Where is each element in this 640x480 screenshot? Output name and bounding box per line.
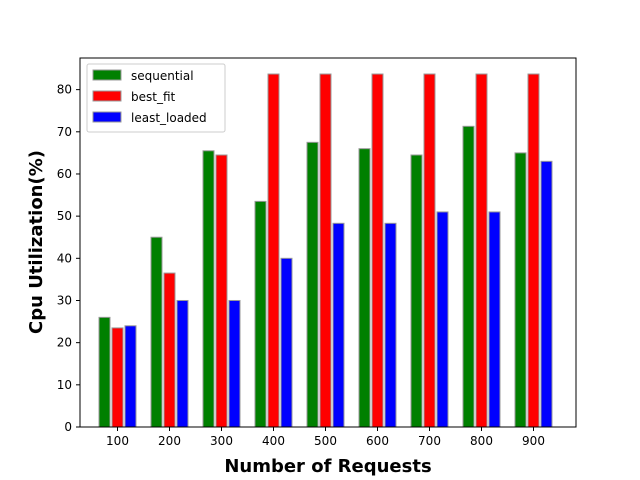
bar-least_loaded-600 [384, 222, 397, 428]
bar-best_fit-800 [475, 73, 488, 428]
bar-best_fit-600 [371, 73, 384, 428]
legend-swatch-least_loaded [92, 111, 122, 123]
bar-best_fit-300 [215, 154, 228, 428]
bar-least_loaded-300 [228, 299, 241, 428]
y-tick-label-30: 30 [57, 293, 72, 307]
bar-least_loaded-500 [332, 222, 345, 428]
x-tick-label-200: 200 [158, 434, 181, 448]
x-tick-label-300: 300 [210, 434, 233, 448]
bar-sequential-300 [202, 150, 215, 428]
bar-sequential-600 [358, 148, 371, 428]
bar-least_loaded-100 [124, 325, 137, 428]
y-tick-label-10: 10 [57, 378, 72, 392]
legend-label-best_fit: best_fit [131, 90, 176, 104]
bar-least_loaded-900 [540, 160, 553, 428]
bar-sequential-500 [306, 141, 319, 428]
legend: sequential best_fit least_loaded [86, 63, 226, 133]
bar-sequential-400 [254, 200, 267, 428]
x-tick-label-900: 900 [522, 434, 545, 448]
x-tick-label-600: 600 [366, 434, 389, 448]
x-tick-label-100: 100 [106, 434, 129, 448]
bar-sequential-100 [98, 316, 111, 428]
x-tick-label-800: 800 [470, 434, 493, 448]
bar-least_loaded-400 [280, 257, 293, 428]
plot-frame [79, 57, 577, 428]
x-axis-title: Number of Requests [224, 456, 431, 477]
bars-group [98, 73, 553, 428]
legend-swatch-best_fit [92, 90, 122, 102]
y-axis-title: Cpu Utilization(%) [26, 150, 47, 334]
x-axis-ticks: 100 200 300 400 500 600 700 800 900 [106, 427, 545, 448]
bar-best_fit-400 [267, 73, 280, 428]
bar-best_fit-900 [527, 73, 540, 428]
bar-sequential-700 [410, 154, 423, 428]
bar-best_fit-500 [319, 73, 332, 428]
y-tick-label-80: 80 [57, 83, 72, 97]
bar-sequential-800 [462, 125, 475, 428]
legend-swatch-sequential [92, 69, 122, 81]
bar-sequential-900 [514, 152, 527, 428]
y-tick-label-40: 40 [57, 251, 72, 265]
y-tick-label-70: 70 [57, 125, 72, 139]
bar-sequential-200 [150, 236, 163, 428]
bar-least_loaded-200 [176, 299, 189, 428]
x-tick-label-500: 500 [314, 434, 337, 448]
legend-label-sequential: sequential [131, 69, 194, 83]
y-axis-ticks: 0 10 20 30 40 50 60 70 80 [57, 83, 80, 434]
bar-best_fit-700 [423, 73, 436, 428]
x-tick-label-400: 400 [262, 434, 285, 448]
y-tick-label-0: 0 [64, 420, 72, 434]
y-tick-label-50: 50 [57, 209, 72, 223]
x-tick-label-700: 700 [418, 434, 441, 448]
bar-least_loaded-700 [436, 211, 449, 428]
bar-least_loaded-800 [488, 211, 501, 428]
legend-label-least_loaded: least_loaded [131, 111, 207, 125]
y-tick-label-60: 60 [57, 167, 72, 181]
bar-best_fit-200 [163, 272, 176, 428]
bar-best_fit-100 [111, 327, 124, 428]
y-tick-label-20: 20 [57, 336, 72, 350]
